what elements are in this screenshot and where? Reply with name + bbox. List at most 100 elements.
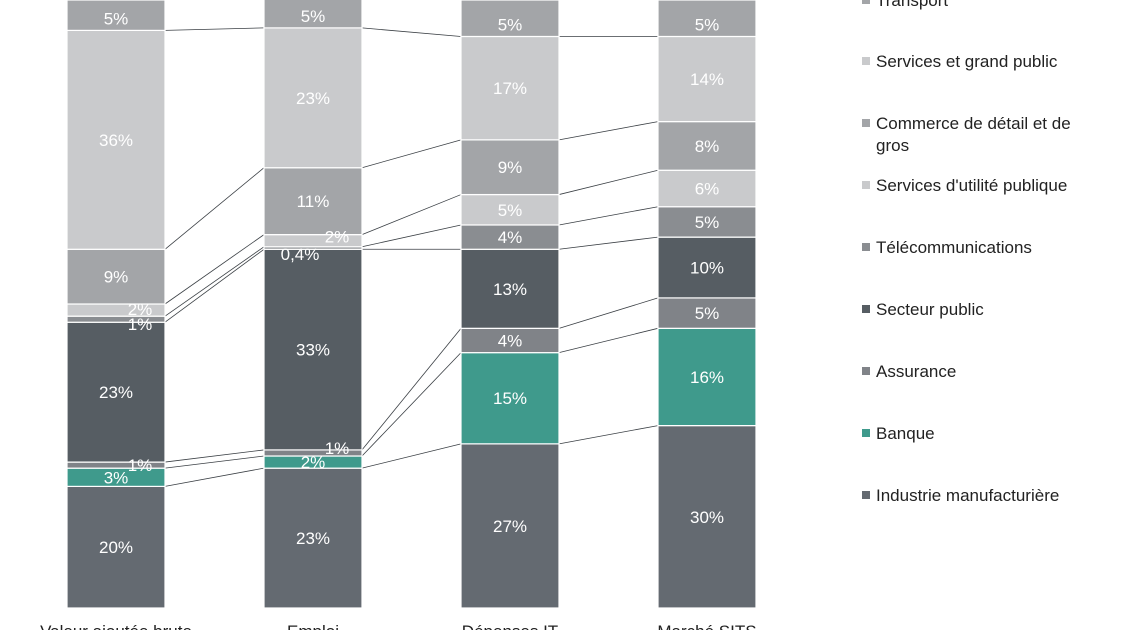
data-label: 23% — [296, 529, 330, 548]
bar-segment — [66, 248, 166, 305]
legend-swatch — [862, 119, 870, 127]
legend-item: Industrie manufacturière — [862, 486, 1059, 505]
connector-line — [164, 246, 265, 317]
connector-line — [361, 224, 462, 248]
data-label: 36% — [99, 131, 133, 150]
legend: Transport Services et grand public Commerc… — [862, 0, 1071, 505]
bar-segment — [657, 206, 757, 238]
bar-segment — [460, 224, 560, 250]
bar-segment — [460, 443, 560, 609]
legend-item: Transport — [862, 0, 948, 10]
legend-swatch — [862, 181, 870, 189]
bar-segment — [263, 27, 363, 169]
connector-line — [558, 206, 659, 226]
connector-line — [558, 121, 659, 141]
bar-segment — [657, 0, 757, 38]
data-label: 8% — [695, 137, 720, 156]
bar-segment — [263, 0, 363, 29]
connector-line — [558, 425, 659, 445]
connector-line — [558, 297, 659, 329]
bar-segment — [460, 0, 560, 38]
data-label: 1% — [128, 456, 153, 475]
data-label: 5% — [301, 7, 326, 26]
connector-lines — [164, 27, 659, 487]
connector-line — [361, 139, 462, 169]
bar-segment — [460, 139, 560, 196]
bar-segment — [657, 327, 757, 427]
data-label: 15% — [493, 389, 527, 408]
connector-line — [164, 449, 265, 463]
connector-line — [164, 467, 265, 487]
legend-label: Secteur public — [876, 300, 984, 319]
legend-item: Assurance — [862, 362, 956, 381]
data-label: 13% — [493, 280, 527, 299]
data-label: 10% — [690, 259, 724, 278]
legend-label: Assurance — [876, 362, 956, 381]
connector-line — [164, 248, 265, 323]
data-label: 4% — [498, 331, 523, 350]
legend-item: Secteur public — [862, 300, 984, 319]
connector-line — [361, 443, 462, 469]
data-label: 6% — [695, 179, 720, 198]
legend-item: Services et grand public — [862, 52, 1058, 71]
connector-line — [558, 169, 659, 195]
data-label: 5% — [695, 213, 720, 232]
legend-label: Banque — [876, 424, 935, 443]
connector-line — [558, 236, 659, 250]
data-label: 3% — [104, 468, 129, 487]
bar-segment — [460, 193, 560, 226]
data-label: 20% — [99, 538, 133, 557]
connector-line — [558, 327, 659, 354]
legend-swatch — [862, 429, 870, 437]
legend-label: Commerce de détail et de — [876, 114, 1071, 133]
bar-segment — [657, 236, 757, 299]
data-label: 4% — [498, 228, 523, 247]
data-label: 1% — [128, 315, 153, 334]
segment-labels: 20%3%1%23%1%2%9%36%5%23%2%1%33%0,4%2%11%… — [99, 7, 724, 557]
data-label: 1% — [325, 439, 350, 458]
connector-line — [361, 352, 462, 457]
legend-swatch — [862, 243, 870, 251]
data-label: 9% — [104, 268, 129, 287]
bar-segment — [263, 467, 363, 609]
x-tick-label: Valeur ajoutée brute — [40, 622, 192, 630]
x-tick-label: Emploi — [287, 622, 339, 630]
legend-swatch — [862, 305, 870, 313]
legend-label: gros — [876, 136, 909, 155]
data-label: 5% — [695, 304, 720, 323]
legend-item: Services d'utilité publique — [862, 176, 1067, 195]
connector-line — [361, 194, 462, 235]
data-label: 2% — [301, 453, 326, 472]
data-label: 5% — [104, 9, 129, 28]
data-label: 2% — [325, 228, 350, 247]
data-label: 5% — [498, 201, 523, 220]
bar-segment — [657, 169, 757, 208]
data-label: 0,4% — [281, 245, 320, 264]
bar-segment — [66, 485, 166, 609]
connector-line — [164, 234, 265, 305]
legend-item: Commerce de détail et de gros — [862, 114, 1071, 155]
legend-label: Services d'utilité publique — [876, 176, 1067, 195]
bar-segment — [263, 167, 363, 236]
data-label: 16% — [690, 368, 724, 387]
legend-item: Banque — [862, 424, 935, 443]
connector-line — [361, 328, 462, 451]
data-label: 9% — [498, 158, 523, 177]
bar-segment — [460, 352, 560, 445]
bar-segment — [657, 425, 757, 609]
legend-label: Transport — [876, 0, 948, 10]
bar-segment — [460, 35, 560, 141]
legend-swatch — [862, 367, 870, 375]
data-label: 27% — [493, 517, 527, 536]
data-label: 23% — [296, 89, 330, 108]
data-label: 5% — [498, 15, 523, 34]
legend-swatch — [862, 491, 870, 499]
data-label: 33% — [296, 341, 330, 360]
data-label: 23% — [99, 383, 133, 402]
data-label: 14% — [690, 70, 724, 89]
connector-line — [164, 455, 265, 469]
legend-swatch — [862, 57, 870, 65]
bar-segment — [460, 248, 560, 329]
legend-swatch — [862, 0, 870, 4]
